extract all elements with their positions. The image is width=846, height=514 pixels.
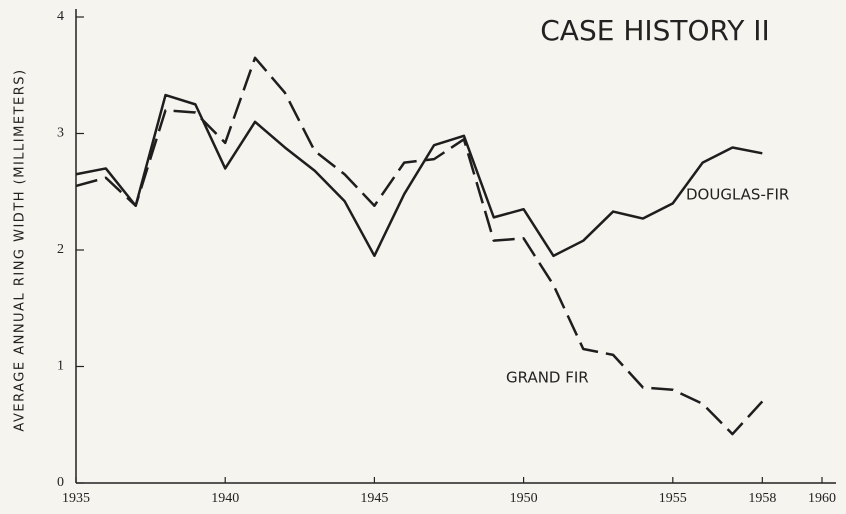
series-label: GRAND FIR (506, 369, 589, 387)
x-tick-label: 1955 (659, 491, 687, 506)
y-tick-label: 0 (57, 475, 64, 490)
series-line (75, 56, 764, 436)
x-tick-label: 1958 (748, 491, 776, 506)
x-tick-label: 1945 (360, 491, 388, 506)
series-label: DOUGLAS-FIR (686, 186, 789, 204)
x-tick-label: 1940 (211, 491, 239, 506)
y-axis-label: AVERAGE ANNUAL RING WIDTH (MILLIMETERS) (13, 68, 28, 431)
y-tick-label: 1 (57, 359, 64, 374)
x-tick-label: 1935 (62, 491, 90, 506)
y-tick-label: 3 (57, 126, 64, 141)
y-tick-label: 2 (57, 242, 64, 257)
x-tick-label: 1960 (808, 491, 836, 506)
y-tick-label: 4 (57, 9, 64, 24)
x-tick-label: 1950 (510, 491, 538, 506)
chart-title: CASE HISTORY II (540, 14, 769, 47)
series-line (75, 93, 763, 258)
